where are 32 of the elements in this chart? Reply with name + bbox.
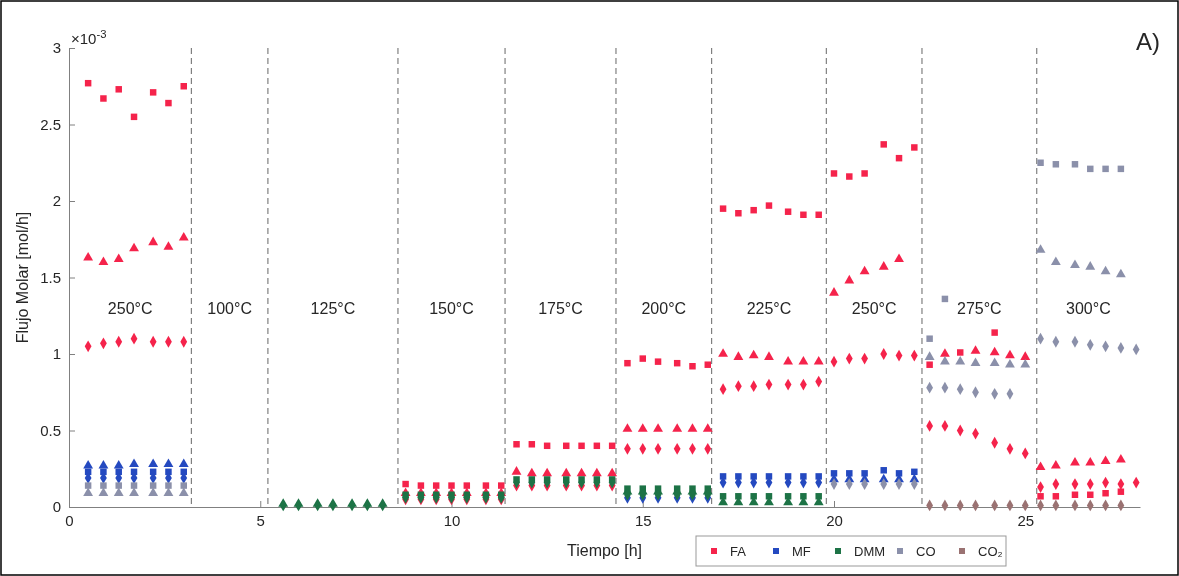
legend-label: DMM (854, 544, 886, 559)
y-tick-label: 2 (52, 192, 61, 210)
legend-label: CO₂ (978, 544, 1003, 559)
annotation: 200°C (641, 300, 687, 318)
x-tick-label: 0 (65, 511, 74, 529)
annotation: 100°C (207, 300, 252, 318)
y-tick-label: 0.5 (40, 421, 61, 439)
y-tick-label: 3 (52, 39, 61, 57)
x-tick-label: 10 (443, 511, 461, 529)
annotation: 250°C (107, 300, 153, 318)
annotation: 125°C (310, 300, 356, 318)
y-tick-label: 1 (52, 345, 61, 363)
x-tick-label: 25 (1017, 511, 1035, 529)
x-tick-label: 15 (634, 511, 652, 529)
legend-label: MF (792, 544, 811, 559)
x-tick-label: 20 (826, 511, 843, 529)
annotation: 250°C (851, 300, 897, 318)
x-tick-label: 5 (256, 511, 265, 529)
y-tick-label: 1.5 (40, 268, 61, 286)
y-tick-label: 2.5 (40, 115, 61, 133)
legend-label: FA (730, 544, 747, 559)
annotation: 150°C (429, 300, 474, 318)
annotation: 300°C (1066, 300, 1111, 318)
annotation: 225°C (746, 300, 792, 318)
legend-label: CO (916, 544, 936, 559)
annotation: A) (1136, 28, 1160, 55)
annotation: 275°C (957, 300, 1002, 318)
x-axis-title: Tiempo [h] (567, 542, 642, 559)
y-tick-label: 0 (52, 498, 61, 516)
annotation: 175°C (538, 300, 583, 318)
y-axis-title: Flujo Molar [mol/h] (14, 211, 31, 344)
text: ×10$^{-3}$ (71, 28, 107, 47)
